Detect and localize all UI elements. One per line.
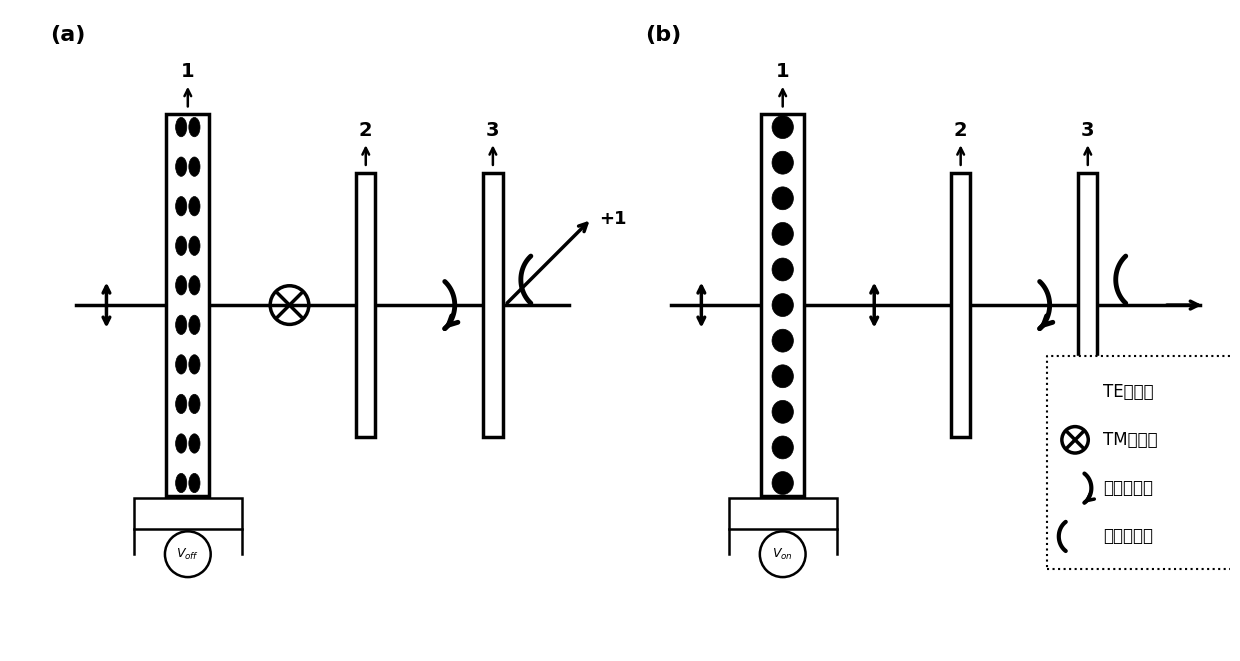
Bar [951, 173, 971, 438]
Ellipse shape [773, 293, 794, 317]
Ellipse shape [176, 434, 187, 453]
Ellipse shape [188, 157, 200, 176]
Ellipse shape [188, 394, 200, 414]
Text: TM线偏光: TM线偏光 [1104, 431, 1158, 449]
Bar [166, 114, 210, 496]
Ellipse shape [773, 151, 794, 174]
Circle shape [165, 531, 211, 577]
Text: 3: 3 [486, 121, 500, 140]
Ellipse shape [773, 436, 794, 459]
Text: +1: +1 [599, 210, 626, 227]
Ellipse shape [188, 196, 200, 216]
Bar [484, 173, 502, 438]
Ellipse shape [188, 473, 200, 492]
Text: 2: 2 [358, 121, 372, 140]
Text: 1: 1 [776, 62, 790, 81]
Ellipse shape [188, 434, 200, 453]
Ellipse shape [773, 187, 794, 210]
Bar [1078, 173, 1097, 438]
Ellipse shape [176, 236, 187, 255]
Ellipse shape [188, 355, 200, 374]
Ellipse shape [176, 315, 187, 334]
Ellipse shape [773, 223, 794, 245]
Ellipse shape [188, 315, 200, 334]
Ellipse shape [188, 236, 200, 255]
Bar [134, 498, 242, 529]
Text: 3: 3 [1081, 121, 1095, 140]
Bar [356, 173, 376, 438]
Text: (b): (b) [646, 25, 682, 46]
Text: $V_{off}$: $V_{off}$ [176, 547, 200, 562]
Ellipse shape [773, 365, 794, 388]
Ellipse shape [176, 196, 187, 216]
Text: 1: 1 [181, 62, 195, 81]
Ellipse shape [773, 329, 794, 352]
Ellipse shape [773, 116, 794, 139]
Ellipse shape [176, 355, 187, 374]
Ellipse shape [773, 471, 794, 494]
Text: $V_{on}$: $V_{on}$ [773, 547, 794, 562]
Ellipse shape [176, 394, 187, 414]
Circle shape [760, 531, 806, 577]
Text: 2: 2 [954, 121, 967, 140]
Bar [729, 498, 837, 529]
Ellipse shape [176, 276, 187, 295]
Bar [761, 114, 805, 496]
Ellipse shape [176, 157, 187, 176]
Ellipse shape [188, 118, 200, 137]
Text: 左旋圆偏光: 左旋圆偏光 [1104, 479, 1153, 497]
Ellipse shape [188, 276, 200, 295]
Ellipse shape [176, 118, 187, 137]
Text: 右旋圆偏光: 右旋圆偏光 [1104, 527, 1153, 545]
Text: (a): (a) [51, 25, 86, 46]
Text: TE线偏光: TE线偏光 [1104, 383, 1153, 401]
Ellipse shape [176, 473, 187, 492]
Ellipse shape [773, 401, 794, 423]
Ellipse shape [773, 258, 794, 281]
